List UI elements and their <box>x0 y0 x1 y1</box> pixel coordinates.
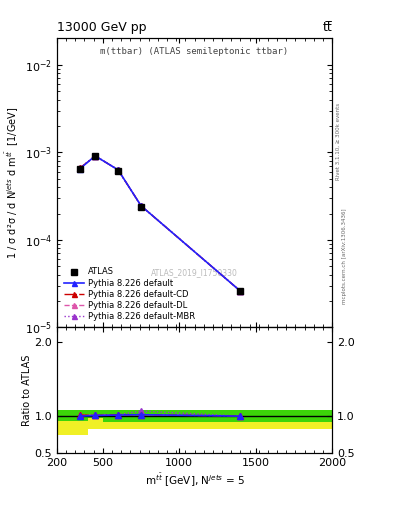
Pythia 8.226 default-MBR <box>77 165 82 171</box>
Pythia 8.226 default-DL <box>238 288 243 294</box>
Line: Pythia 8.226 default-DL: Pythia 8.226 default-DL <box>77 153 243 294</box>
Line: ATLAS: ATLAS <box>76 153 244 294</box>
Pythia 8.226 default <box>139 203 143 209</box>
Pythia 8.226 default-MBR <box>116 167 121 173</box>
ATLAS <box>238 288 243 294</box>
Line: Pythia 8.226 default: Pythia 8.226 default <box>77 153 243 294</box>
Text: Rivet 3.1.10, ≥ 300k events: Rivet 3.1.10, ≥ 300k events <box>336 102 341 180</box>
Pythia 8.226 default-CD <box>93 153 97 159</box>
Y-axis label: Ratio to ATLAS: Ratio to ATLAS <box>22 355 31 426</box>
ATLAS <box>93 153 97 159</box>
Pythia 8.226 default-CD <box>116 167 121 173</box>
Pythia 8.226 default-CD <box>77 165 82 171</box>
Pythia 8.226 default-DL <box>116 167 121 173</box>
Line: Pythia 8.226 default-CD: Pythia 8.226 default-CD <box>77 153 243 294</box>
Pythia 8.226 default-MBR <box>93 153 97 159</box>
Pythia 8.226 default-DL <box>93 153 97 159</box>
Text: mcplots.cern.ch [arXiv:1306.3436]: mcplots.cern.ch [arXiv:1306.3436] <box>342 208 347 304</box>
Pythia 8.226 default <box>238 288 243 294</box>
Pythia 8.226 default-DL <box>139 203 143 209</box>
Pythia 8.226 default-DL <box>77 165 82 171</box>
ATLAS <box>77 165 82 172</box>
Pythia 8.226 default-MBR <box>238 288 243 294</box>
Y-axis label: 1 / σ d²σ / d N$^{jets}$ d m$^{t\bar{t}}$  [1/GeV]: 1 / σ d²σ / d N$^{jets}$ d m$^{t\bar{t}}… <box>4 106 20 259</box>
Pythia 8.226 default-MBR <box>139 203 143 209</box>
Text: tt̅: tt̅ <box>322 21 332 34</box>
ATLAS <box>139 204 143 210</box>
Pythia 8.226 default <box>116 167 121 173</box>
Text: 13000 GeV pp: 13000 GeV pp <box>57 21 147 34</box>
Line: Pythia 8.226 default-MBR: Pythia 8.226 default-MBR <box>77 153 243 294</box>
Pythia 8.226 default <box>93 153 97 159</box>
Pythia 8.226 default-CD <box>238 288 243 294</box>
Text: ATLAS_2019_I1750330: ATLAS_2019_I1750330 <box>151 268 238 277</box>
Pythia 8.226 default-CD <box>139 203 143 209</box>
Text: m(ttbar) (ATLAS semileptonic ttbar): m(ttbar) (ATLAS semileptonic ttbar) <box>101 47 288 56</box>
Legend: ATLAS, Pythia 8.226 default, Pythia 8.226 default-CD, Pythia 8.226 default-DL, P: ATLAS, Pythia 8.226 default, Pythia 8.22… <box>61 265 197 323</box>
ATLAS <box>116 167 121 174</box>
Pythia 8.226 default <box>77 165 82 172</box>
X-axis label: m$^{t\bar{t}}$ [GeV], N$^{jets}$ = 5: m$^{t\bar{t}}$ [GeV], N$^{jets}$ = 5 <box>145 472 244 489</box>
